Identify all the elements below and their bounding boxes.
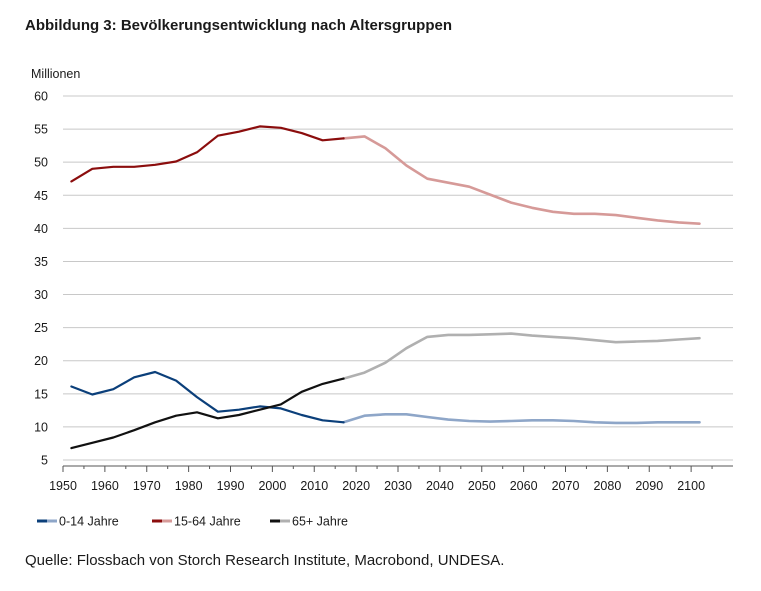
x-tick-label: 2020 — [342, 479, 370, 493]
source-note: Quelle: Flossbach von Storch Research In… — [25, 552, 505, 569]
series-lines — [70, 125, 701, 450]
x-tick-label: 2060 — [510, 479, 538, 493]
y-tick-label: 50 — [34, 156, 48, 170]
x-tick-label: 1980 — [175, 479, 203, 493]
x-tick-label: 1950 — [49, 479, 77, 493]
x-tick-label: 2000 — [258, 479, 286, 493]
gridlines — [63, 95, 733, 461]
y-axis-unit: Millionen — [31, 67, 80, 81]
x-tick-label: 2080 — [593, 479, 621, 493]
x-tick-label: 2090 — [635, 479, 663, 493]
y-tick-label: 55 — [34, 123, 48, 137]
legend-label: 15-64 Jahre — [174, 515, 241, 529]
y-tick-label: 40 — [34, 222, 48, 236]
axes: 5 10 15 20 25 30 35 40 45 50 55 60 Millionen 1950 1960… — [31, 67, 733, 493]
x-tick-label: 2010 — [300, 479, 328, 493]
y-tick-label: 30 — [34, 288, 48, 302]
x-tick-label: 2100 — [677, 479, 705, 493]
series-1-historical-line — [70, 125, 345, 183]
x-tick-label: 1990 — [217, 479, 245, 493]
series-1-forecast-line — [342, 135, 701, 225]
x-tick-label: 2070 — [552, 479, 580, 493]
legend: 0-14 Jahre 15-64 Jahre 65+ Jahre — [37, 515, 348, 529]
x-tick-label: 1960 — [91, 479, 119, 493]
y-tick-label: 15 — [34, 387, 48, 401]
series-0-historical-line — [70, 370, 345, 424]
x-tick-label: 2050 — [468, 479, 496, 493]
series-2-forecast-line — [342, 332, 701, 380]
x-tick-label: 1970 — [133, 479, 161, 493]
chart-title: Abbildung 3: Bevölkerungsentwicklung nac… — [25, 17, 452, 34]
y-tick-label: 45 — [34, 189, 48, 203]
y-tick-label: 35 — [34, 255, 48, 269]
y-tick-label: 25 — [34, 321, 48, 335]
series-0-forecast-line — [342, 412, 701, 425]
legend-label: 65+ Jahre — [292, 515, 348, 529]
legend-label: 0-14 Jahre — [59, 515, 119, 529]
x-tick-label: 2030 — [384, 479, 412, 493]
y-tick-label: 20 — [34, 354, 48, 368]
y-tick-label: 60 — [34, 90, 48, 104]
y-tick-label: 5 — [41, 454, 48, 468]
y-tick-label: 10 — [34, 420, 48, 434]
series-2-historical-line — [70, 377, 345, 450]
x-tick-label: 2040 — [426, 479, 454, 493]
